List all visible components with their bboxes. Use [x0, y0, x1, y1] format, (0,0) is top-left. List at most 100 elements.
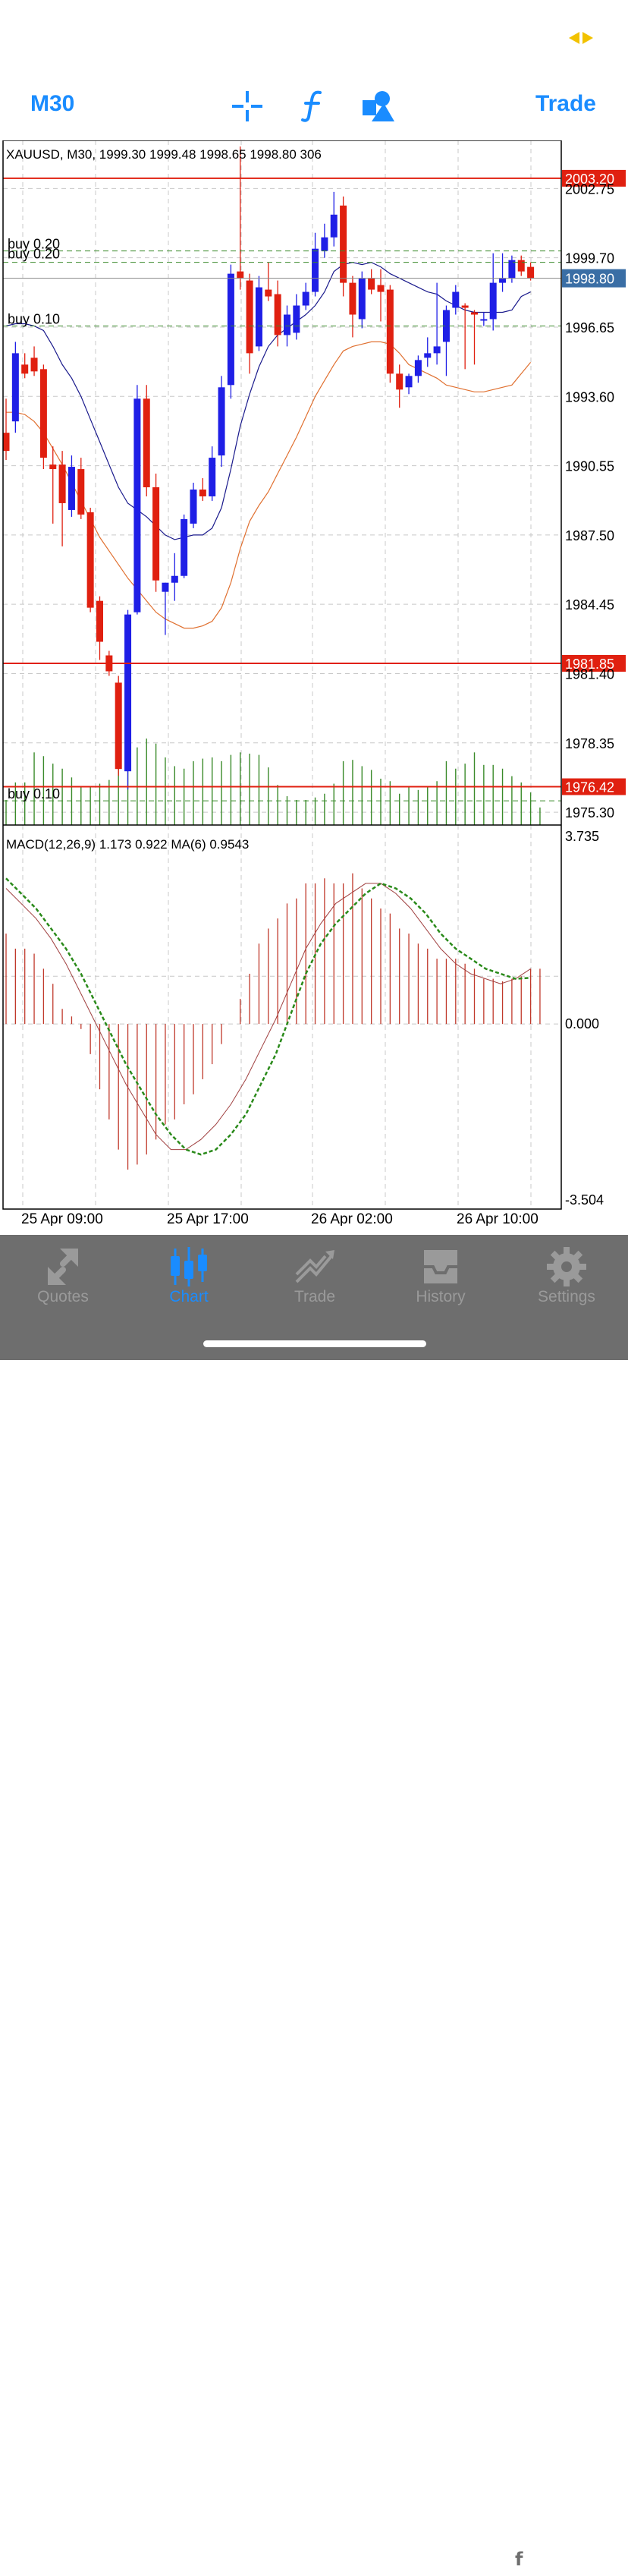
level-price-tag [562, 778, 626, 795]
crosshair-icon[interactable] [231, 90, 264, 123]
candle-bull [358, 278, 366, 320]
candle-bull [321, 237, 328, 251]
candle-bull [452, 291, 460, 308]
level-price-label: 2003.20 [565, 172, 614, 187]
price-tick-label: 1990.55 [565, 459, 614, 474]
macd-indicator: 3.735 0.000 -3.504 [5, 829, 604, 1208]
candle-bear [115, 682, 122, 770]
chart-info-line: XAUUSD, M30, 1999.30 1999.48 1998.65 199… [6, 147, 322, 162]
macd-tick-label: 0.000 [565, 1016, 599, 1031]
candle-bear [246, 280, 253, 354]
tab-quotes[interactable]: Quotes [0, 1235, 126, 1334]
candle-bull [181, 518, 188, 576]
tab-history[interactable]: History [378, 1235, 504, 1334]
level-price-label: 1976.42 [565, 780, 614, 795]
candle-bull [133, 398, 141, 613]
bottom-tab-bar: Quotes Chart Trade History [0, 1235, 628, 2574]
candle-bear [396, 373, 403, 390]
candle-bull [442, 310, 450, 342]
candle-bull [499, 278, 507, 283]
candle-bear [199, 489, 206, 496]
price-tick-label: 2002.75 [565, 181, 614, 197]
watermark: @南瓜饼 [508, 2546, 617, 2576]
tab-label: Settings [538, 1288, 595, 1305]
settings-icon [547, 1247, 586, 1286]
price-tick-label: 1984.45 [565, 597, 614, 613]
candle-bull [171, 575, 178, 583]
status-indicator-icon [564, 29, 598, 46]
current-price-label: 1998.80 [565, 272, 614, 287]
objects-icon[interactable] [361, 90, 394, 123]
price-tick-label: 1999.70 [565, 251, 614, 266]
candle-bear [527, 266, 535, 279]
ma-fast-line [5, 262, 531, 540]
tab-chart[interactable]: Chart [126, 1235, 252, 1334]
candle-bull [480, 319, 488, 321]
home-indicator[interactable] [203, 1340, 426, 1347]
candle-bear [386, 289, 394, 374]
order-line-label: buy 0.10 [8, 311, 60, 326]
quotes-icon [48, 1249, 78, 1285]
timeframe-button[interactable]: M30 [30, 91, 75, 116]
candle-bull [124, 614, 132, 772]
macd-main-line [5, 883, 531, 1151]
order-line-label: buy 0.20 [8, 247, 60, 262]
candle-bear [152, 487, 160, 581]
function-icon[interactable] [297, 90, 331, 123]
candlesticks [2, 146, 535, 790]
level-price-tag [562, 654, 626, 672]
candle-bear [274, 294, 281, 335]
tab-trade[interactable]: Trade [252, 1235, 378, 1334]
level-price-label: 1981.85 [565, 657, 614, 672]
tab-settings[interactable]: Settings [504, 1235, 628, 1334]
macd-label: MACD(12,26,9) 1.173 0.922 MA(6) 0.9543 [6, 837, 249, 852]
facebook-logo-icon [508, 2549, 529, 2571]
time-tick-label: 26 Apr 10:00 [457, 1211, 539, 1226]
candle-bull [312, 248, 319, 292]
candle-bull [284, 314, 290, 335]
candle-bull [433, 346, 441, 354]
candle-bear [39, 369, 47, 458]
candle-bear [517, 260, 525, 272]
price-tick-label: 1993.60 [565, 389, 614, 405]
candle-bull [218, 387, 225, 456]
tab-label: Trade [294, 1288, 336, 1305]
candle-bull [11, 353, 19, 422]
candle-bear [340, 205, 347, 283]
candle-bear [368, 278, 375, 290]
macd-tick-label: -3.504 [565, 1192, 604, 1208]
tab-label: History [416, 1288, 466, 1305]
candle-bear [49, 464, 57, 470]
time-tick-label: 26 Apr 02:00 [311, 1211, 393, 1226]
chart-icon [171, 1247, 207, 1286]
macd-signal-line [5, 877, 531, 1156]
candle-bear [461, 305, 469, 308]
candle-bull [68, 467, 75, 510]
candle-bear [265, 289, 272, 297]
candle-bear [471, 312, 478, 315]
candle-bull [508, 260, 516, 279]
price-tick-label: 1978.35 [565, 736, 614, 751]
candle-bull [293, 305, 300, 333]
candle-bull [330, 214, 338, 238]
price-tick-label: 1975.30 [565, 805, 614, 820]
time-tick-label: 25 Apr 17:00 [167, 1211, 249, 1226]
trade-icon [295, 1250, 334, 1283]
candle-bull [489, 282, 497, 320]
trade-button[interactable]: Trade [535, 91, 596, 116]
chart-frame [2, 140, 562, 1210]
tab-label: Chart [169, 1288, 209, 1305]
price-tick-label: 1981.40 [565, 666, 614, 682]
candle-bear [2, 433, 10, 452]
moving-averages [5, 262, 532, 629]
candle-bull [405, 376, 413, 388]
candle-bull [414, 360, 422, 376]
history-icon [424, 1250, 457, 1283]
ma-slow-line [6, 341, 532, 629]
order-line-label: buy 0.20 [8, 237, 60, 252]
candle-bull [209, 458, 216, 496]
candle-bull [227, 273, 234, 386]
price-tick-label: 1996.65 [565, 320, 614, 335]
